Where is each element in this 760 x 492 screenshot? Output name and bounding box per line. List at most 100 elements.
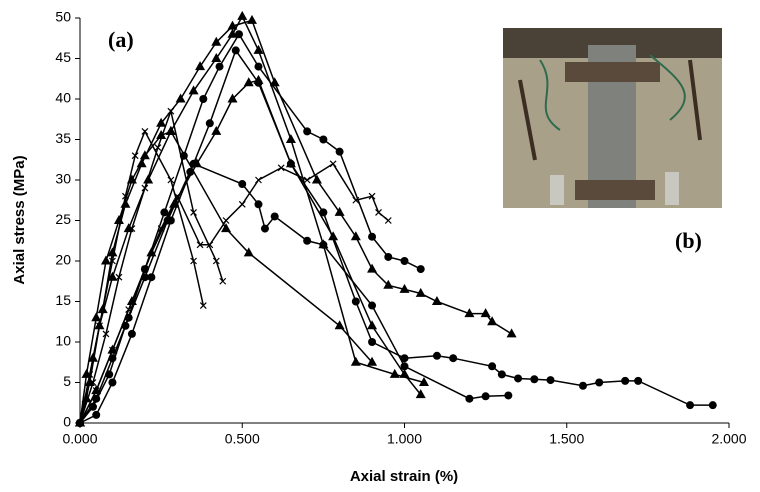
y-tick-label: 35 bbox=[55, 130, 71, 146]
x-tick-label: 1.500 bbox=[549, 431, 584, 447]
y-tick-label: 10 bbox=[55, 333, 71, 349]
point bbox=[389, 368, 400, 378]
point bbox=[319, 208, 328, 217]
point bbox=[546, 376, 555, 385]
point bbox=[211, 125, 222, 135]
point bbox=[368, 301, 377, 310]
point bbox=[227, 20, 238, 30]
point bbox=[107, 247, 118, 257]
point bbox=[254, 78, 263, 87]
point bbox=[211, 36, 222, 46]
y-tick-label: 25 bbox=[55, 211, 71, 227]
point bbox=[91, 312, 102, 322]
point bbox=[464, 308, 475, 318]
point bbox=[122, 192, 129, 200]
point bbox=[431, 296, 442, 305]
point bbox=[156, 129, 167, 139]
series-line bbox=[79, 48, 713, 424]
x-tick-label: 0.000 bbox=[62, 431, 97, 447]
point bbox=[368, 338, 377, 346]
point bbox=[189, 159, 198, 168]
point bbox=[86, 370, 94, 378]
y-tick-label: 20 bbox=[55, 252, 71, 268]
point bbox=[196, 241, 204, 249]
point bbox=[215, 62, 224, 71]
point bbox=[504, 391, 513, 400]
point bbox=[319, 240, 328, 249]
y-tick-label: 45 bbox=[55, 49, 71, 65]
point bbox=[160, 208, 169, 217]
point bbox=[131, 152, 139, 160]
point bbox=[109, 257, 116, 265]
point bbox=[243, 247, 254, 257]
x-tick-label: 0.500 bbox=[225, 431, 260, 447]
point bbox=[351, 297, 360, 306]
point bbox=[634, 376, 643, 385]
point bbox=[514, 374, 523, 383]
point bbox=[384, 217, 392, 224]
x-axis-title: Axial strain (%) bbox=[350, 468, 458, 485]
point bbox=[350, 231, 361, 241]
point bbox=[303, 176, 311, 184]
y-tick-label: 5 bbox=[63, 373, 71, 389]
point bbox=[206, 241, 214, 249]
point bbox=[165, 125, 176, 135]
point bbox=[139, 150, 150, 160]
point bbox=[328, 231, 339, 241]
point bbox=[368, 192, 376, 200]
x-tick-label: 2.000 bbox=[711, 431, 746, 447]
point bbox=[621, 376, 630, 385]
point bbox=[303, 236, 312, 245]
x-tick-label: 1.000 bbox=[387, 431, 422, 447]
series-line bbox=[79, 130, 373, 424]
point bbox=[102, 330, 110, 338]
point bbox=[222, 217, 230, 224]
point bbox=[127, 329, 136, 338]
y-tick-label: 40 bbox=[55, 90, 71, 106]
point bbox=[128, 225, 136, 233]
point bbox=[399, 368, 410, 378]
point bbox=[147, 273, 156, 282]
y-tick-label: 50 bbox=[55, 9, 71, 25]
point bbox=[125, 306, 133, 314]
point bbox=[100, 255, 111, 265]
point bbox=[708, 401, 717, 410]
point bbox=[141, 265, 149, 273]
point bbox=[254, 62, 263, 71]
point bbox=[400, 362, 409, 371]
point bbox=[76, 419, 84, 427]
y-tick-label: 30 bbox=[55, 171, 71, 187]
point bbox=[255, 176, 262, 184]
y-tick-label: 0 bbox=[63, 414, 71, 430]
y-tick-label: 15 bbox=[55, 292, 71, 308]
point bbox=[219, 277, 227, 285]
point bbox=[383, 279, 394, 289]
point bbox=[352, 196, 360, 204]
point bbox=[334, 320, 345, 330]
point bbox=[141, 184, 149, 192]
point bbox=[243, 77, 254, 87]
point bbox=[686, 401, 695, 410]
point bbox=[465, 394, 474, 403]
point bbox=[113, 215, 124, 224]
point bbox=[488, 362, 497, 371]
point bbox=[415, 287, 426, 297]
point bbox=[173, 192, 181, 200]
point bbox=[367, 320, 378, 330]
point bbox=[195, 61, 206, 71]
point bbox=[399, 283, 410, 293]
point bbox=[350, 356, 361, 366]
point bbox=[108, 378, 117, 387]
point bbox=[227, 93, 238, 103]
point bbox=[154, 144, 162, 152]
point bbox=[107, 271, 118, 281]
point bbox=[530, 375, 539, 384]
point bbox=[367, 263, 378, 273]
series-line bbox=[79, 19, 512, 424]
y-axis-title: Axial stress (MPa) bbox=[11, 155, 28, 284]
point bbox=[238, 180, 247, 189]
point bbox=[188, 85, 199, 95]
point bbox=[141, 127, 149, 135]
point bbox=[375, 208, 382, 216]
